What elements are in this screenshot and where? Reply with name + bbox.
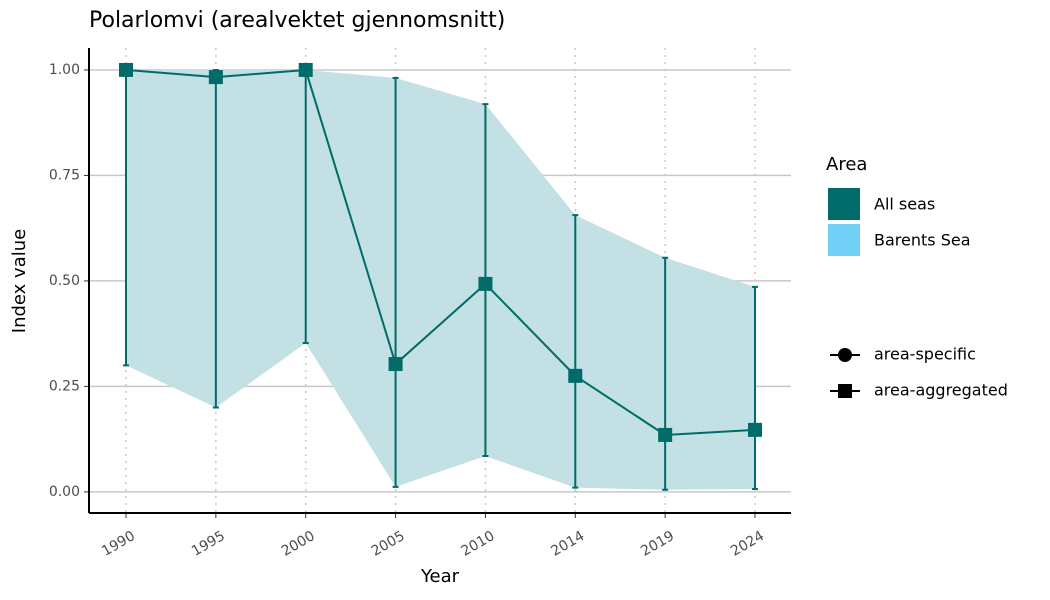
x-tick-label: 2005	[369, 528, 408, 560]
error-bar	[212, 68, 219, 409]
y-tick-label: 1.00	[49, 62, 80, 78]
x-tick-label: 1995	[189, 528, 228, 560]
legend-swatch	[828, 188, 860, 220]
y-tick-label: 0.50	[49, 273, 80, 289]
y-axis-label: Index value	[9, 229, 30, 333]
x-axis-label: Year	[420, 566, 460, 587]
x-tick-label: 2010	[459, 528, 498, 560]
legend-label: area-aggregated	[874, 381, 1008, 400]
x-tick-label: 1990	[99, 528, 138, 560]
chart-title: Polarlomvi (arealvektet gjennomsnitt)	[89, 8, 505, 33]
x-tick-label: 2000	[279, 528, 318, 560]
error-bar	[752, 285, 758, 490]
y-tick-label: 0.75	[49, 167, 80, 183]
line	[125, 68, 756, 436]
error-bar	[572, 214, 579, 489]
point	[748, 422, 762, 437]
legend-title: Area	[826, 154, 867, 175]
error-bar	[392, 76, 399, 488]
y-tick-label: 0.25	[49, 378, 80, 394]
x-tick-label: 2014	[548, 528, 587, 560]
x-tick-label: 2024	[728, 528, 767, 560]
ribbon	[126, 69, 755, 490]
point	[478, 276, 493, 291]
error-bar	[662, 256, 669, 491]
point	[658, 427, 673, 442]
legend-shape	[838, 348, 852, 362]
x-tick-label: 2019	[638, 528, 677, 560]
legend-label: Barents Sea	[874, 231, 971, 250]
legend-swatch	[828, 224, 860, 256]
y-tick-label: 0.00	[49, 484, 80, 500]
legend-shape	[838, 384, 852, 398]
point	[568, 368, 583, 383]
point	[298, 62, 313, 77]
legend-label: All seas	[874, 195, 935, 214]
point	[119, 62, 133, 77]
legend-label: area-specific	[874, 345, 976, 364]
point	[388, 357, 403, 372]
point	[208, 70, 223, 85]
